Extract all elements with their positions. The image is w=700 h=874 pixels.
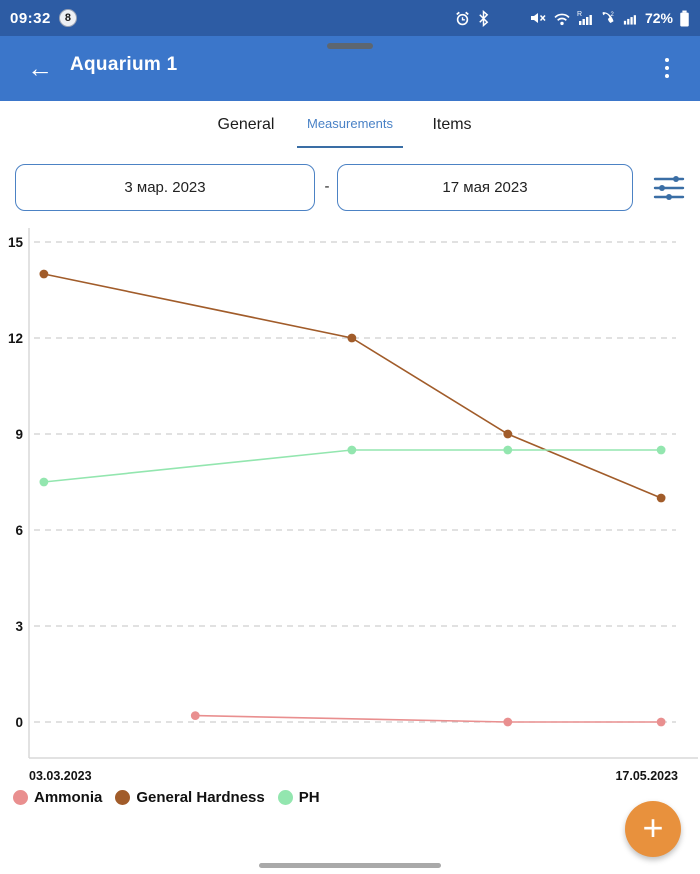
data-point-general-hardness <box>503 429 513 439</box>
wifi-calling-icon: 2 <box>599 10 616 26</box>
legend-label: General Hardness <box>136 789 265 806</box>
data-point-ammonia <box>503 717 513 727</box>
series-line-ph <box>43 449 662 483</box>
signal-roaming-icon: R <box>577 10 593 26</box>
signal-icon <box>622 10 637 26</box>
arrow-left-icon: ← <box>27 52 53 83</box>
series-line-ammonia <box>195 714 662 723</box>
gesture-nav-handle[interactable] <box>259 863 441 868</box>
app-header: ← Aquarium 1 <box>0 36 700 101</box>
svg-text:R: R <box>577 11 582 18</box>
y-tick-label: 0 <box>15 715 23 730</box>
tab-items[interactable]: Items <box>432 116 472 133</box>
legend-dot <box>277 790 293 805</box>
one-handed-mode-handle <box>327 43 373 49</box>
measurements-line-chart[interactable]: 0 3 6 9 12 15 03.03.2023 17.05.2023 <box>0 220 700 786</box>
x-tick-label-start: 03.03.2023 <box>29 769 92 783</box>
filter-button[interactable] <box>652 172 686 204</box>
start-date-field[interactable]: 3 мар. 2023 <box>15 164 315 211</box>
tune-filter-icon <box>653 176 685 200</box>
data-point-ammonia <box>190 711 200 720</box>
y-tick-label: 15 <box>8 235 24 250</box>
date-filter-row: 3 мар. 2023 - 17 мая 2023 <box>0 164 700 212</box>
back-button[interactable]: ← <box>22 50 58 86</box>
add-measurement-fab[interactable]: + <box>625 801 681 857</box>
tab-measurements[interactable]: Measurements <box>297 101 403 148</box>
data-point-ph <box>503 445 513 455</box>
data-point-ph <box>656 445 666 455</box>
data-point-ammonia <box>656 717 666 727</box>
end-date-field[interactable]: 17 мая 2023 <box>337 164 633 211</box>
battery-icon <box>679 10 690 27</box>
plus-icon: + <box>642 806 664 848</box>
legend-label: PH <box>298 789 320 806</box>
legend-item-general-hardness: General Hardness <box>115 789 265 806</box>
svg-text:2: 2 <box>610 12 614 18</box>
x-tick-label-end: 17.05.2023 <box>615 769 678 783</box>
battery-percent: 72% <box>644 10 673 26</box>
status-bar-right: R 2 72% <box>454 9 690 27</box>
y-tick-label: 12 <box>8 331 23 346</box>
tab-bar: General Measurements Items <box>0 101 700 153</box>
page-title: Aquarium 1 <box>70 54 178 75</box>
wifi-icon <box>553 11 571 26</box>
data-point-general-hardness <box>347 333 357 343</box>
alarm-icon <box>454 10 471 27</box>
data-point-general-hardness <box>656 493 666 503</box>
legend-item-ph: PH <box>277 789 320 806</box>
chart-legend: Ammonia General Hardness PH <box>13 789 320 806</box>
data-point-general-hardness <box>39 269 49 279</box>
status-bar-left: 09:32 8 <box>10 9 77 27</box>
legend-item-ammonia: Ammonia <box>13 789 102 806</box>
overflow-menu-button[interactable] <box>652 50 682 86</box>
y-tick-label: 9 <box>15 427 23 442</box>
clock-time: 09:32 <box>10 9 51 27</box>
legend-label: Ammonia <box>34 789 103 806</box>
mute-icon <box>530 10 547 26</box>
legend-dot <box>115 790 131 805</box>
data-point-ph <box>347 445 357 455</box>
status-bar: 09:32 8 R 2 <box>0 0 700 36</box>
series-line-general-hardness <box>43 273 662 499</box>
kebab-menu-icon <box>665 58 669 62</box>
notification-badge: 8 <box>58 9 77 27</box>
data-point-ph <box>39 477 49 487</box>
legend-dot <box>13 790 28 805</box>
bluetooth-icon <box>477 9 490 27</box>
y-tick-label: 3 <box>15 619 23 634</box>
y-tick-label: 6 <box>15 523 23 538</box>
tab-general[interactable]: General <box>217 116 275 133</box>
date-range-separator: - <box>324 178 330 195</box>
